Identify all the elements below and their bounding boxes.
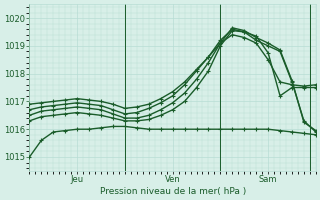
X-axis label: Pression niveau de la mer( hPa ): Pression niveau de la mer( hPa ) <box>100 187 246 196</box>
